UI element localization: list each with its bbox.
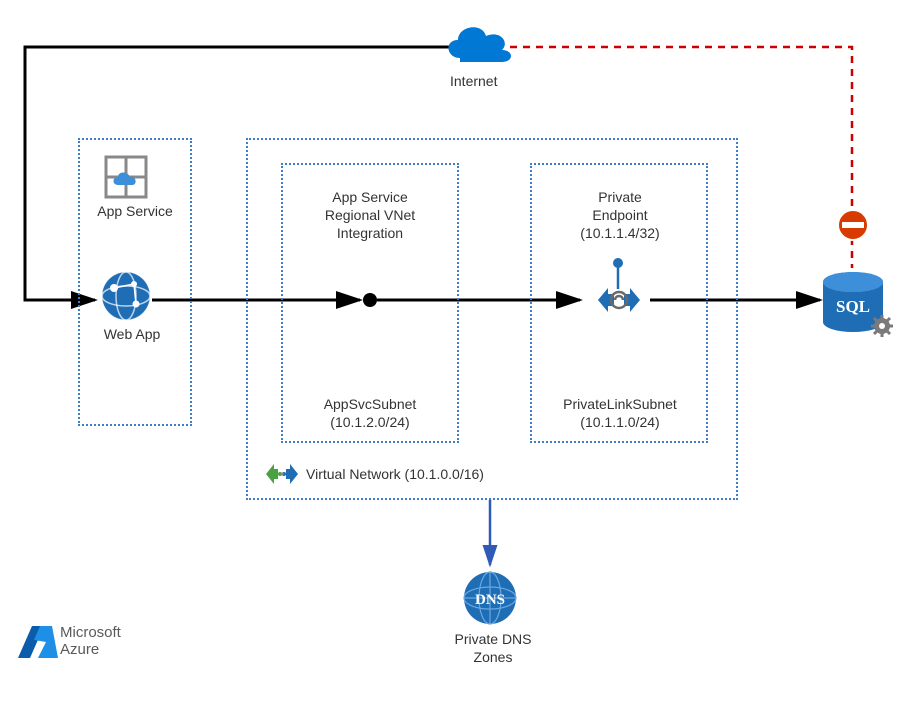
- integration-dot-icon: [362, 292, 378, 313]
- blocked-icon: [836, 208, 870, 247]
- sql-badge-text: SQL: [836, 297, 870, 316]
- subnet1-label: AppSvcSubnet (10.1.2.0/24): [310, 395, 430, 431]
- internet-icon: [440, 18, 518, 75]
- azure-logo-icon: [18, 622, 58, 667]
- vnet-icon: [262, 460, 302, 493]
- app-service-icon: [104, 155, 148, 204]
- web-app-label: Web App: [97, 325, 167, 343]
- subnet2-label: PrivateLinkSubnet (10.1.1.0/24): [555, 395, 685, 431]
- pe-title: Private Endpoint (10.1.1.4/32): [560, 188, 680, 243]
- internet-label: Internet: [450, 72, 497, 90]
- dns-icon: DNS: [462, 570, 518, 631]
- private-endpoint-icon: [592, 280, 646, 325]
- vnet-label: Virtual Network (10.1.0.0/16): [306, 465, 484, 483]
- app-service-label: App Service: [95, 202, 175, 220]
- web-app-icon: [100, 270, 152, 327]
- dns-label: Private DNS Zones: [448, 630, 538, 666]
- sql-icon: SQL: [820, 270, 898, 347]
- dns-badge-text: DNS: [475, 592, 505, 608]
- integration-title: App Service Regional VNet Integration: [310, 188, 430, 243]
- azure-logo-text: Microsoft Azure: [60, 624, 121, 659]
